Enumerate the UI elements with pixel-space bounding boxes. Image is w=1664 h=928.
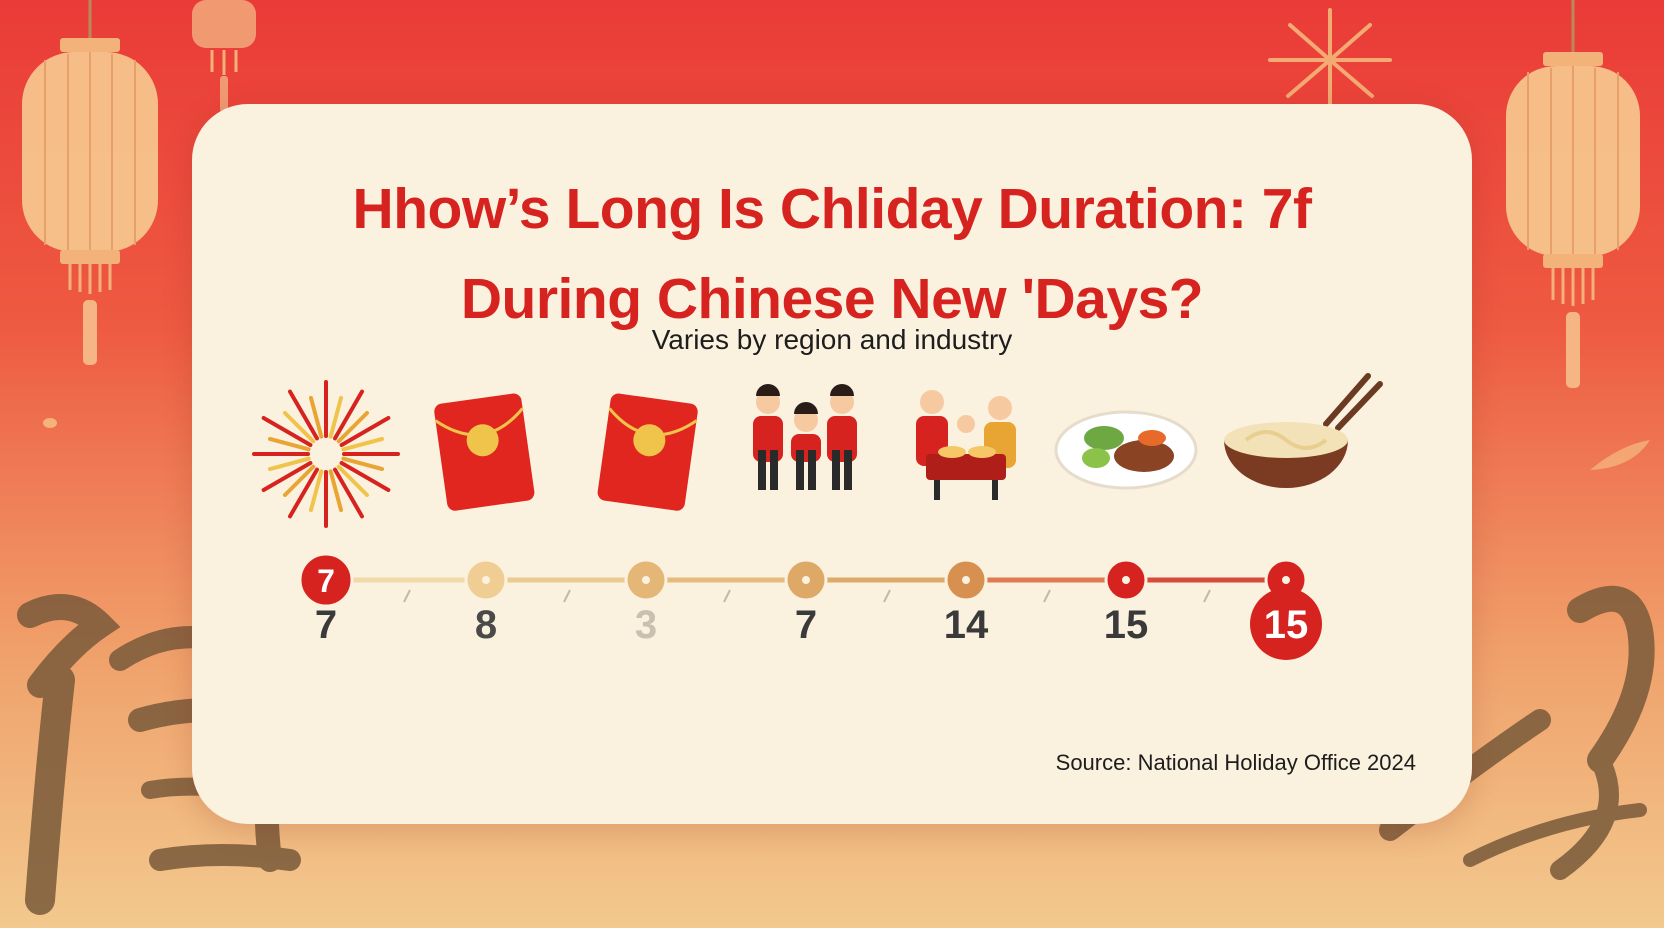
timeline-value: 15 [1104, 603, 1149, 647]
lantern-small-icon [192, 0, 256, 112]
timeline-value: 15 [1264, 603, 1309, 647]
tick-mark [1043, 589, 1051, 603]
timeline-value: 7 [795, 603, 817, 647]
timeline-value: 7 [315, 603, 337, 647]
timeline-item: 8 [434, 393, 535, 647]
info-card: Hhow’s Long Is Chliday Duration: 7f Duri… [192, 104, 1472, 824]
tick-mark [1203, 589, 1211, 603]
red-envelope-icon [434, 393, 535, 511]
timeline-item: 77 [252, 380, 400, 647]
page-title: Hhow’s Long Is Chliday Duration: 7f Duri… [192, 164, 1472, 344]
title-line-2: During Chinese New ʹDays? [460, 267, 1204, 331]
highlight-badge [1250, 588, 1322, 660]
family-dinner-icon [916, 390, 1016, 500]
fireworks-icon [252, 380, 400, 528]
timeline-node-label: 7 [317, 563, 335, 599]
timeline-node: 7 [298, 552, 354, 608]
timeline-node [624, 558, 668, 602]
timeline-value: 3 [635, 603, 657, 647]
timeline-item: 15 [1054, 410, 1198, 647]
red-envelope-icon [597, 393, 698, 511]
subtitle: Varies by region and industry [651, 324, 1013, 355]
timeline-value: 8 [475, 603, 497, 647]
timeline-item: 7 [753, 384, 857, 647]
timeline-item: 14 [916, 390, 1016, 647]
timeline: 77 8 3 7 14 15 15 [252, 373, 1383, 660]
lantern-left-icon [22, 0, 158, 365]
title-line-1: Hhow’s Long Is Chliday Duration: 7f [352, 177, 1312, 241]
timeline-node [944, 558, 988, 602]
dish-plate-icon [1054, 410, 1198, 490]
source-note: Source: National Holiday Office 2024 [1055, 750, 1416, 775]
timeline-node [464, 558, 508, 602]
tick-mark [563, 589, 571, 603]
timeline-item: 15 [1224, 373, 1383, 660]
tick-mark [403, 589, 411, 603]
noodle-bowl-icon [1224, 373, 1383, 488]
timeline-node [784, 558, 828, 602]
tick-mark [723, 589, 731, 603]
timeline-item: 3 [597, 393, 698, 647]
timeline-value: 14 [944, 603, 989, 647]
tick-mark [883, 589, 891, 603]
timeline-node [1104, 558, 1148, 602]
firework-top-icon [1268, 8, 1392, 106]
lantern-right-icon [1506, 0, 1640, 388]
family-icon [753, 384, 857, 490]
